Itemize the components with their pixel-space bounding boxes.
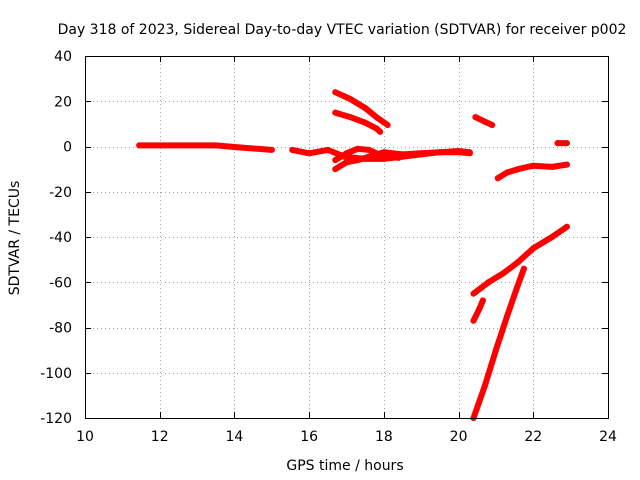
y-tick-label: 40: [54, 49, 72, 65]
data-point: [515, 258, 522, 265]
data-point: [563, 140, 570, 147]
data-point: [494, 175, 501, 182]
data-point: [175, 142, 182, 149]
data-point: [481, 118, 488, 125]
data-point: [395, 154, 402, 161]
data-point: [470, 290, 477, 297]
axis-ticks: 10 12 14 16 18 20 22 24 40 20 0 -20 -40 -60 -80 -100 -12…: [40, 49, 617, 445]
data-point: [466, 149, 473, 156]
data-point: [324, 146, 331, 153]
chart-title: Day 318 of 2023, Sidereal Day-to-day VTE…: [58, 22, 627, 38]
x-tick-label: 14: [226, 429, 244, 445]
series-line-3: [332, 148, 473, 173]
data-point: [504, 169, 511, 176]
data-point: [365, 153, 372, 160]
data-point: [373, 114, 380, 121]
data-series: [136, 89, 570, 421]
data-point: [563, 161, 570, 168]
data-point: [377, 128, 384, 135]
data-point: [563, 223, 570, 230]
data-point: [347, 96, 354, 102]
data-point: [472, 114, 479, 121]
data-point: [343, 150, 350, 157]
x-tick-label: 24: [599, 429, 617, 445]
data-point: [354, 157, 361, 164]
data-point: [500, 270, 507, 277]
data-point: [136, 142, 143, 149]
data-point: [485, 279, 492, 286]
data-point: [332, 166, 339, 173]
data-point: [354, 145, 361, 152]
data-point: [362, 119, 369, 126]
data-point: [384, 122, 391, 128]
y-tick-label: 0: [63, 140, 72, 156]
x-axis-label: GPS time / hours: [286, 458, 403, 474]
data-point: [362, 105, 369, 111]
data-point: [332, 109, 339, 116]
data-point: [515, 166, 522, 173]
x-tick-label: 20: [450, 429, 468, 445]
x-tick-label: 10: [76, 429, 94, 445]
data-point: [212, 142, 219, 149]
data-point: [489, 122, 496, 128]
data-point: [492, 347, 499, 354]
y-axis-label: SDTVAR / TECUs: [7, 181, 23, 296]
data-point: [479, 297, 486, 304]
y-tick-label: 20: [54, 94, 72, 110]
data-point: [470, 317, 477, 324]
data-point: [554, 140, 561, 147]
data-point: [549, 163, 555, 170]
data-point: [306, 150, 313, 157]
data-point: [530, 245, 537, 252]
data-point: [455, 148, 462, 154]
y-tick-label: -60: [49, 275, 72, 291]
data-point: [476, 306, 483, 313]
y-tick-label: -100: [40, 366, 72, 382]
data-point: [238, 144, 245, 151]
grid: [85, 56, 608, 418]
data-point: [268, 146, 275, 153]
y-tick-label: -80: [49, 321, 72, 337]
y-tick-label: -40: [49, 230, 72, 246]
data-point: [513, 286, 520, 292]
data-point: [289, 146, 296, 153]
x-tick-label: 16: [300, 429, 318, 445]
data-point: [481, 383, 488, 390]
data-point: [365, 146, 372, 153]
series-line-12: [470, 265, 527, 421]
y-tick-label: -120: [40, 411, 72, 427]
data-point: [530, 162, 537, 169]
y-tick-label: -20: [49, 185, 72, 201]
data-point: [504, 313, 511, 320]
x-tick-label: 12: [151, 429, 169, 445]
x-tick-label: 22: [524, 429, 542, 445]
data-point: [332, 89, 339, 96]
data-point: [520, 265, 527, 272]
data-point: [343, 159, 350, 166]
data-point: [380, 153, 387, 160]
data-point: [436, 149, 443, 156]
data-point: [549, 234, 555, 240]
data-point: [418, 150, 425, 157]
data-point: [347, 114, 354, 121]
x-tick-label: 18: [375, 429, 393, 445]
data-point: [332, 157, 339, 164]
